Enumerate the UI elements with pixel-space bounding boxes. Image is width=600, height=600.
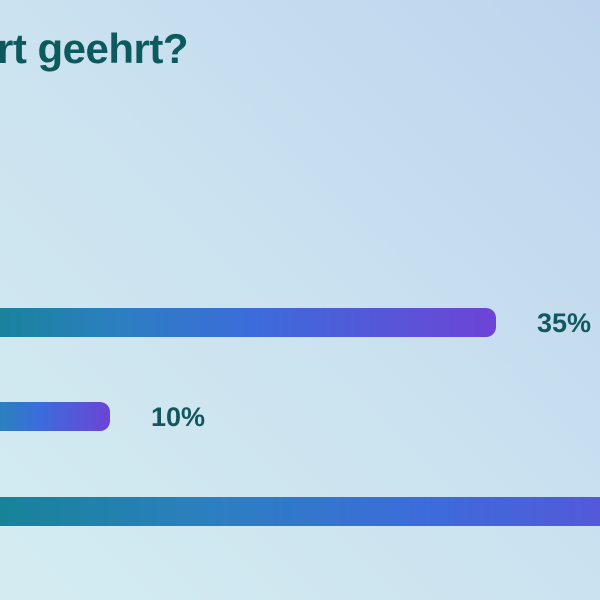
result-bar: [0, 308, 496, 337]
percentage-label: 35%: [537, 307, 592, 338]
percentage-label: 10%: [151, 401, 206, 432]
result-bar: [0, 402, 110, 431]
poll-question-title: rt geehrt?: [0, 25, 189, 72]
result-bar: [0, 497, 600, 526]
